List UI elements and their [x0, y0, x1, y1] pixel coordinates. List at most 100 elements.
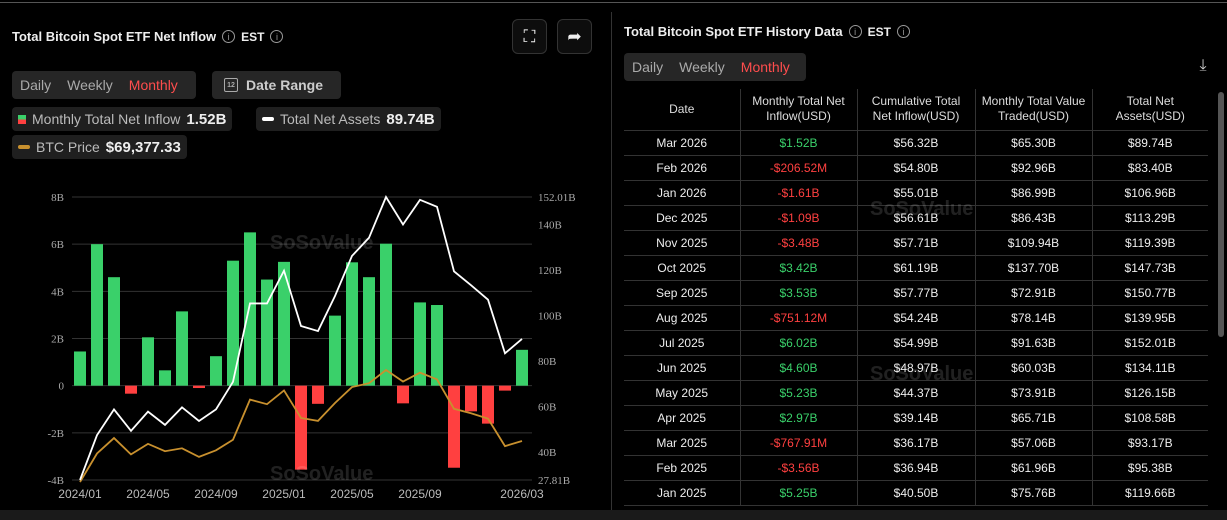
- cumulative-inflow-cell: $54.80B: [856, 154, 976, 181]
- tab-weekly[interactable]: Weekly: [67, 77, 113, 93]
- legend-label: Monthly Total Net Inflow: [32, 111, 181, 127]
- tab-daily[interactable]: Daily: [632, 59, 664, 75]
- fullscreen-button[interactable]: ⛶: [512, 19, 547, 54]
- table-row: Sep 2025 $3.53B $57.77B $72.91B $150.77B: [624, 279, 1208, 306]
- tab-monthly[interactable]: Monthly: [128, 77, 178, 93]
- left-axis-tick: -2B: [48, 428, 65, 440]
- net-assets-cell: $152.01B: [1091, 329, 1208, 356]
- inflow-bar: [448, 385, 460, 468]
- cumulative-inflow-cell: $57.77B: [856, 279, 976, 306]
- value-traded-cell: $92.96B: [974, 154, 1093, 181]
- line-swatch-icon: [18, 145, 30, 149]
- inflow-bar: [227, 260, 239, 386]
- inflow-bar: [193, 385, 205, 389]
- inflow-bar: [91, 244, 103, 386]
- table-row: Feb 2025 -$3.56B $36.94B $61.96B $95.38B: [624, 454, 1208, 481]
- inflow-bar: [499, 385, 511, 391]
- net-inflow-cell: $1.52B: [739, 129, 858, 156]
- cumulative-inflow-cell: $61.19B: [856, 254, 976, 281]
- value-traded-cell: $60.03B: [974, 354, 1093, 381]
- left-axis-tick: 6B: [51, 239, 64, 251]
- cumulative-inflow-cell: $36.17B: [856, 429, 976, 456]
- watermark-logo: SoSoValue: [870, 363, 974, 385]
- tab-weekly[interactable]: Weekly: [679, 59, 725, 75]
- date-range-button[interactable]: 12 Date Range: [212, 71, 341, 99]
- cumulative-inflow-cell: $36.94B: [856, 454, 976, 481]
- cumulative-inflow-cell: $39.14B: [856, 404, 976, 431]
- fullscreen-icon: ⛶: [523, 26, 536, 46]
- right-axis-tick: 40B: [538, 447, 556, 459]
- x-axis-tick: 2024/01: [58, 487, 102, 501]
- net-inflow-cell: $2.97B: [739, 404, 858, 431]
- inflow-bar: [278, 261, 290, 386]
- info-icon[interactable]: i: [270, 30, 284, 43]
- info-icon[interactable]: i: [848, 25, 862, 38]
- tab-daily[interactable]: Daily: [20, 77, 52, 93]
- date-cell: Nov 2025: [624, 229, 741, 256]
- table-row: Apr 2025 $2.97B $39.14B $65.71B $108.58B: [624, 404, 1208, 431]
- net-inflow-cell: $5.25B: [739, 479, 858, 506]
- panel-divider: [611, 12, 612, 520]
- legend-label: Total Net Assets: [280, 111, 381, 127]
- download-icon[interactable]: ⤓: [1199, 57, 1207, 74]
- table-title-row: Total Bitcoin Spot ETF History Data i ES…: [624, 24, 910, 39]
- date-cell: Oct 2025: [624, 254, 741, 281]
- right-axis-tick: 152.01B: [538, 192, 576, 204]
- inflow-bar: [414, 302, 426, 386]
- info-icon[interactable]: i: [896, 25, 910, 38]
- x-axis-tick: 2025/01: [262, 487, 306, 501]
- right-axis-tick: 140B: [538, 219, 562, 231]
- legend-btc-price[interactable]: BTC Price $69,377.33: [12, 135, 187, 159]
- left-axis-tick: 2B: [51, 334, 64, 346]
- legend-value: $69,377.33: [105, 138, 181, 156]
- table-row: Nov 2025 -$3.48B $57.71B $109.94B $119.39B: [624, 229, 1208, 256]
- date-cell: Jan 2026: [624, 179, 741, 206]
- cumulative-inflow-cell: $56.32B: [856, 129, 976, 156]
- table-header-row: Date Monthly Total Net Inflow(USD) Cumulat…: [624, 89, 1208, 131]
- info-icon[interactable]: i: [222, 30, 236, 43]
- value-traded-cell: $109.94B: [974, 229, 1093, 256]
- timezone-label: EST: [241, 29, 265, 44]
- value-traded-cell: $61.96B: [974, 454, 1093, 481]
- cumulative-inflow-cell: $55.01B: [856, 179, 976, 206]
- legend-net-inflow[interactable]: Monthly Total Net Inflow 1.52B: [12, 107, 233, 131]
- legend-net-assets[interactable]: Total Net Assets 89.74B: [256, 107, 441, 131]
- net-assets-line: [79, 195, 523, 481]
- net-inflow-cell: -$206.52M: [739, 154, 858, 181]
- right-axis-tick: 60B: [538, 402, 556, 414]
- net-assets-cell: $139.95B: [1091, 304, 1208, 331]
- right-axis-tick: 27.81B: [538, 475, 570, 487]
- net-assets-cell: $89.74B: [1091, 129, 1208, 156]
- net-assets-cell: $106.96B: [1091, 179, 1208, 206]
- cumulative-inflow-cell: $57.71B: [856, 229, 976, 256]
- net-inflow-cell: $3.42B: [739, 254, 858, 281]
- table-scrollbar[interactable]: [1218, 92, 1224, 337]
- share-button[interactable]: ➦: [557, 19, 592, 54]
- column-header: Cumulative Total Net Inflow(USD): [856, 89, 976, 131]
- net-assets-cell: $150.77B: [1091, 279, 1208, 306]
- net-assets-cell: $93.17B: [1091, 429, 1208, 456]
- calendar-icon: 12: [224, 78, 238, 92]
- inflow-bar: [244, 232, 256, 386]
- cumulative-inflow-cell: $40.50B: [856, 479, 976, 506]
- chart-title: Total Bitcoin Spot ETF Net Inflow: [12, 29, 217, 44]
- net-inflow-cell: -$767.91M: [739, 429, 858, 456]
- inflow-bar: [125, 385, 137, 394]
- bottom-strip: [0, 510, 1227, 520]
- inflow-bar: [431, 305, 443, 386]
- left-axis-tick: -4B: [48, 475, 65, 487]
- date-cell: Jul 2025: [624, 329, 741, 356]
- inflow-bar: [108, 277, 120, 386]
- value-traded-cell: $65.30B: [974, 129, 1093, 156]
- net-inflow-chart[interactable]: 8B 6B 4B 2B 0 -2B -4B 152.01B 140B 120B 100B 80B 60B…: [0, 180, 610, 510]
- net-assets-cell: $147.73B: [1091, 254, 1208, 281]
- x-axis-tick: 2026/03: [500, 487, 544, 501]
- net-assets-cell: $113.29B: [1091, 204, 1208, 231]
- net-inflow-cell: $4.60B: [739, 354, 858, 381]
- tab-monthly[interactable]: Monthly: [740, 59, 790, 75]
- timezone-label: EST: [867, 24, 891, 39]
- value-traded-cell: $75.76B: [974, 479, 1093, 506]
- inflow-bar: [176, 311, 188, 386]
- right-axis-tick: 80B: [538, 356, 556, 368]
- net-assets-cell: $95.38B: [1091, 454, 1208, 481]
